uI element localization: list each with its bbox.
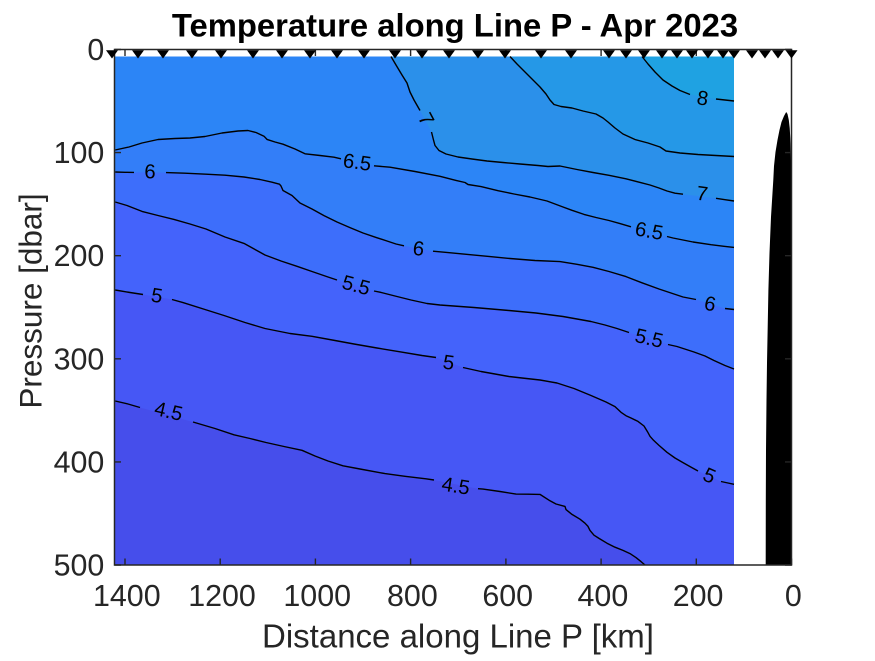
svg-text:7: 7 xyxy=(695,183,709,206)
svg-text:500: 500 xyxy=(54,549,105,583)
svg-text:1200: 1200 xyxy=(188,579,256,613)
svg-text:Pressure [dbar]: Pressure [dbar] xyxy=(13,193,49,408)
svg-text:6: 6 xyxy=(702,293,717,317)
svg-text:1000: 1000 xyxy=(283,579,351,613)
svg-text:400: 400 xyxy=(578,579,629,613)
svg-text:800: 800 xyxy=(387,579,438,613)
svg-text:6: 6 xyxy=(411,238,425,261)
svg-text:1400: 1400 xyxy=(93,579,161,613)
svg-text:600: 600 xyxy=(482,579,533,613)
svg-text:6: 6 xyxy=(144,161,156,183)
svg-text:5: 5 xyxy=(441,352,455,375)
svg-text:100: 100 xyxy=(54,136,105,170)
svg-text:6.5: 6.5 xyxy=(342,150,373,176)
svg-text:6.5: 6.5 xyxy=(633,218,665,245)
svg-text:0: 0 xyxy=(785,579,802,613)
svg-text:Distance along Line P [km]: Distance along Line P [km] xyxy=(262,618,654,655)
svg-text:300: 300 xyxy=(54,342,105,376)
svg-text:400: 400 xyxy=(54,445,105,479)
svg-text:5: 5 xyxy=(149,285,164,308)
svg-text:4.5: 4.5 xyxy=(440,474,471,500)
svg-text:0: 0 xyxy=(87,33,104,67)
svg-text:200: 200 xyxy=(54,239,105,273)
svg-text:200: 200 xyxy=(673,579,724,613)
svg-text:Temperature along Line P - Apr: Temperature along Line P - Apr 2023 xyxy=(172,6,738,43)
svg-text:8: 8 xyxy=(695,87,710,110)
